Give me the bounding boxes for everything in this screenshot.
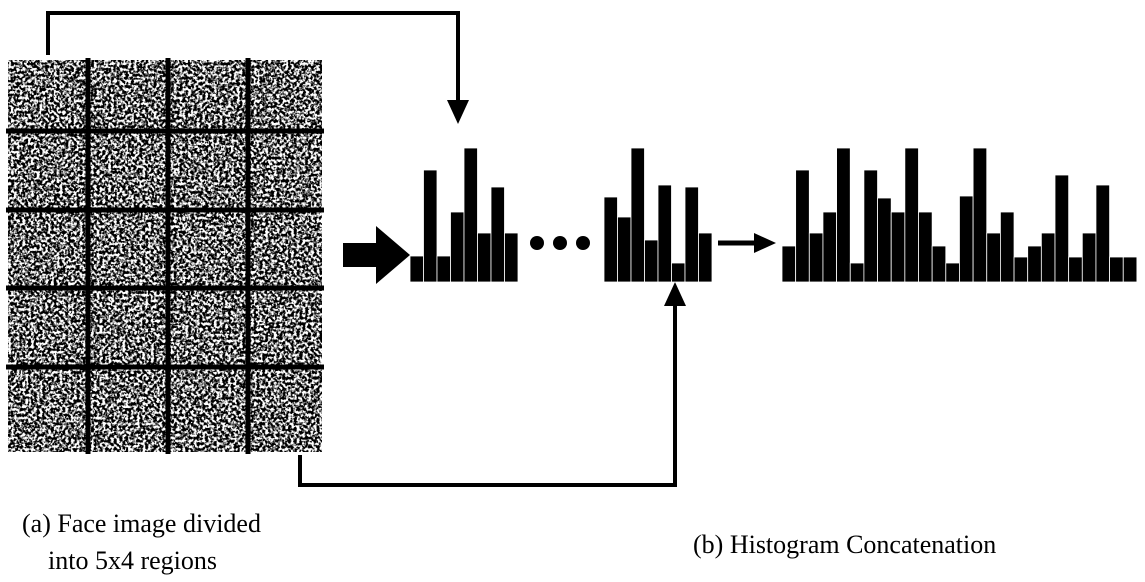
- histogram-bar: [424, 170, 438, 282]
- histogram-bar: [1123, 257, 1137, 282]
- histogram-bar: [987, 233, 1001, 282]
- connector-arrow: [300, 302, 675, 485]
- histogram-bar: [932, 246, 946, 282]
- histogram-bar: [505, 233, 519, 282]
- histogram-bar: [809, 233, 823, 282]
- arrowhead: [754, 233, 776, 253]
- block-arrow: [343, 226, 410, 284]
- histogram-bar: [1055, 175, 1069, 282]
- histogram-bar: [959, 196, 973, 282]
- histogram-bar: [796, 170, 810, 282]
- histogram-bar: [645, 240, 659, 282]
- histograms: [410, 148, 1137, 282]
- ellipsis: [530, 236, 590, 250]
- histogram-bar: [618, 217, 632, 282]
- face-texture: [8, 60, 322, 452]
- histogram-bar: [1028, 246, 1042, 282]
- histogram-bar: [864, 170, 878, 282]
- histogram-bar: [891, 212, 905, 282]
- histogram-bar: [699, 233, 713, 282]
- dot: [553, 236, 567, 250]
- caption-a-line1: (a) Face image divided: [22, 509, 261, 538]
- histogram-bar: [437, 256, 451, 282]
- histogram-bar: [464, 148, 478, 282]
- histogram-bar: [631, 148, 645, 282]
- histogram-bar: [410, 256, 424, 282]
- histogram-bar: [1000, 212, 1014, 282]
- histogram-bar: [604, 197, 618, 282]
- caption-b: (b) Histogram Concatenation: [693, 530, 996, 559]
- histogram-bar: [782, 246, 796, 282]
- histogram-bar: [1041, 233, 1055, 282]
- histogram-bar: [1082, 233, 1096, 282]
- diagram: (a) Face image divided into 5x4 regions …: [0, 0, 1145, 582]
- histogram-bar: [878, 198, 892, 282]
- histogram-bar: [919, 212, 933, 282]
- arrowhead: [447, 100, 469, 124]
- face-image: [6, 58, 324, 454]
- arrowhead: [664, 282, 686, 306]
- histogram-bar: [658, 185, 672, 282]
- histogram-bar: [1110, 257, 1124, 282]
- caption-a-line2: into 5x4 regions: [48, 546, 217, 575]
- histogram-bar: [823, 212, 837, 282]
- dot: [576, 236, 590, 250]
- histogram-bar: [1069, 257, 1083, 282]
- histogram-bar: [491, 187, 505, 282]
- histogram-bar: [1096, 185, 1110, 282]
- histogram-bar: [451, 212, 465, 282]
- histogram-bar: [685, 187, 699, 282]
- histogram-bar: [1014, 257, 1028, 282]
- histogram-bar: [946, 263, 960, 282]
- histogram-bar: [672, 263, 686, 282]
- histogram-bar: [973, 148, 987, 282]
- histogram-bar: [837, 148, 851, 282]
- dot: [530, 236, 544, 250]
- histogram-bar: [850, 263, 864, 282]
- histogram-bar: [905, 148, 919, 282]
- histogram-bar: [478, 233, 492, 282]
